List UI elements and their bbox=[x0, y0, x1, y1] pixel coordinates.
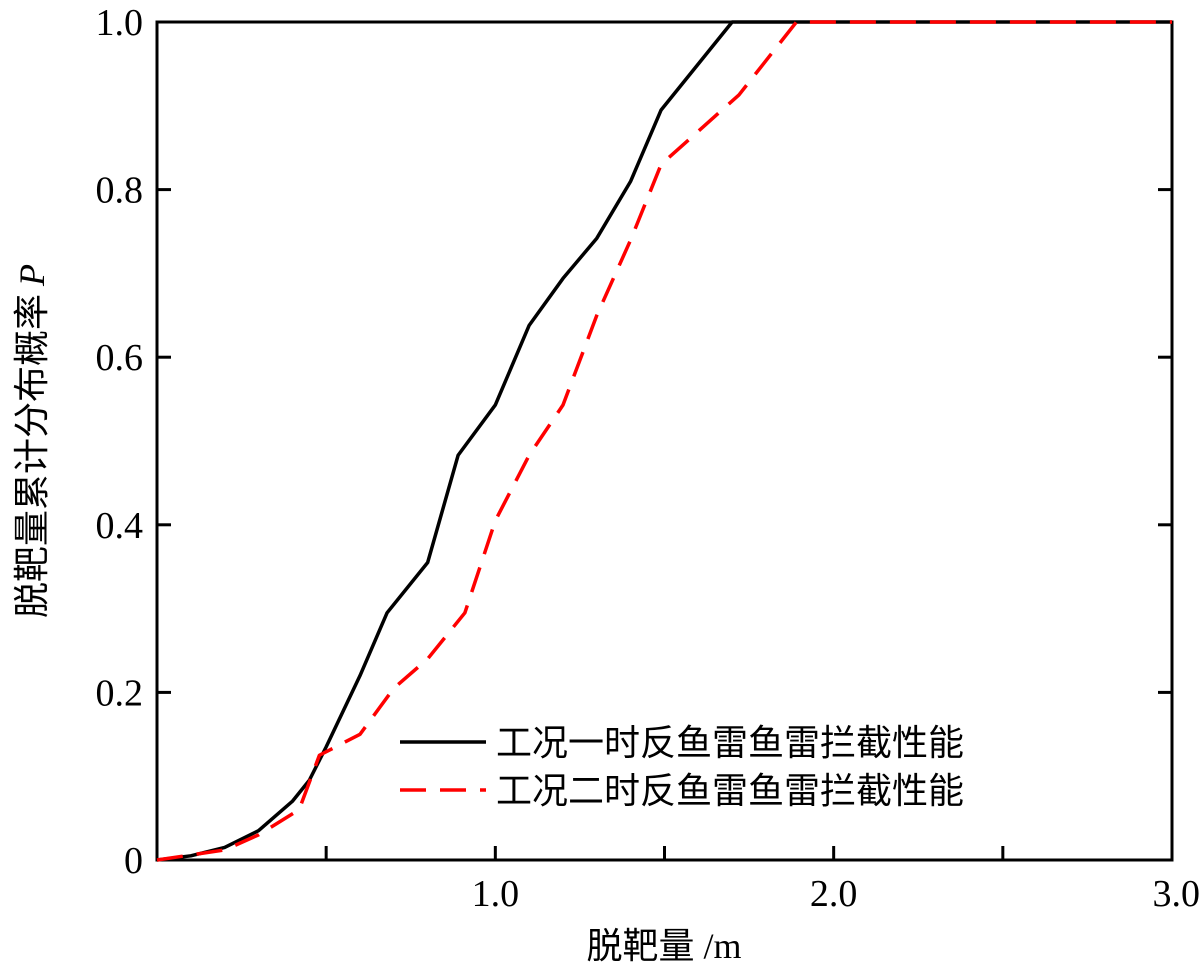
y-tick-label: 0.2 bbox=[96, 672, 144, 714]
y-tick-label: 0.8 bbox=[96, 170, 144, 212]
y-axis-label-symbol: P bbox=[12, 264, 52, 287]
y-axis-label-text: 脱靶量累计分布概率 bbox=[12, 294, 52, 618]
y-axis-label: 脱靶量累计分布概率 P bbox=[12, 264, 52, 618]
x-tick-label: 3.0 bbox=[1153, 873, 1200, 915]
series-line-1 bbox=[156, 20, 1172, 862]
legend-label-2: 工况二时反鱼雷鱼雷拦截性能 bbox=[496, 771, 964, 811]
axes: 0 0.2 0.4 0.6 0.8 1.0 1.0 2.0 3.0 bbox=[96, 2, 1200, 915]
y-tick-label: 0 bbox=[124, 840, 143, 882]
legend-label-1: 工况一时反鱼雷鱼雷拦截性能 bbox=[496, 723, 964, 763]
x-axis-label: 脱靶量 /m bbox=[586, 926, 741, 966]
y-tick-label: 0.6 bbox=[96, 337, 144, 379]
series-group bbox=[156, 20, 1172, 862]
series-line-2 bbox=[156, 20, 1172, 862]
x-tick-label: 2.0 bbox=[810, 873, 858, 915]
y-tick-label: 0.4 bbox=[96, 505, 144, 547]
y-tick-label: 1.0 bbox=[96, 2, 144, 44]
x-tick-label: 1.0 bbox=[472, 873, 520, 915]
